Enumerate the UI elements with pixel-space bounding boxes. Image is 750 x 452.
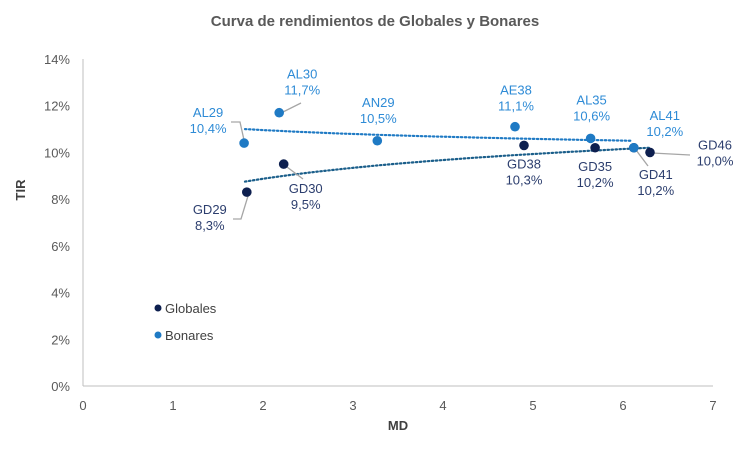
point-name-label: GD46 [698, 137, 732, 152]
leader-line [286, 166, 304, 180]
point-value-label: 10,5% [360, 111, 397, 126]
point-value-label: 11,1% [498, 99, 534, 114]
leader-line [651, 152, 691, 156]
x-tick-label: 3 [349, 398, 356, 413]
point-name-label: AN29 [362, 95, 395, 110]
y-tick-label: 8% [51, 192, 70, 207]
point-value-label: 10,2% [646, 124, 683, 139]
point-value-label: 9,5% [291, 197, 321, 212]
point-value-label: 10,3% [506, 172, 543, 187]
y-tick-label: 10% [44, 145, 70, 160]
legend-label-bonares: Bonares [165, 328, 214, 343]
y-tick-label: 0% [51, 379, 70, 394]
y-tick-label: 12% [44, 99, 70, 114]
point-name-label: GD38 [507, 156, 541, 171]
legend-marker-bonares [154, 331, 162, 339]
point-value-label: 10,2% [637, 183, 674, 198]
leader-line [233, 195, 249, 220]
x-tick-label: 0 [79, 398, 86, 413]
point-name-label: GD41 [639, 167, 673, 182]
point-name-label: GD35 [578, 159, 612, 174]
data-point-gd29 [242, 187, 252, 197]
x-tick-label: 5 [529, 398, 536, 413]
point-value-label: 10,4% [190, 121, 227, 136]
leader-line [282, 102, 302, 113]
x-tick-label: 1 [169, 398, 176, 413]
point-name-label: GD30 [289, 181, 323, 196]
point-name-label: AL29 [193, 105, 223, 120]
y-tick-label: 6% [51, 239, 70, 254]
leader-line [231, 121, 245, 141]
leader-line [635, 149, 649, 167]
point-value-label: 10,2% [577, 175, 614, 190]
data-point-an29 [372, 135, 383, 146]
point-name-label: GD29 [193, 202, 227, 217]
x-tick-label: 6 [619, 398, 626, 413]
legend-marker-globales [154, 304, 162, 312]
chart-title: Curva de rendimientos de Globales y Bona… [211, 13, 539, 30]
x-axis-title: MD [388, 418, 408, 433]
point-name-label: AL41 [650, 108, 680, 123]
data-point-al29 [239, 138, 249, 148]
point-value-label: 11,7% [284, 83, 320, 98]
point-name-label: AL35 [576, 92, 606, 107]
data-point-ae38 [510, 121, 520, 132]
point-name-label: AE38 [500, 83, 532, 98]
trendline-globales [243, 146, 652, 183]
point-value-label: 10,0% [697, 153, 734, 168]
data-point-al30 [274, 107, 285, 118]
point-value-label: 10,6% [573, 108, 610, 123]
data-point-al35 [585, 133, 596, 144]
x-tick-label: 4 [439, 398, 446, 413]
y-tick-label: 4% [51, 286, 70, 301]
data-point-gd30 [278, 159, 289, 169]
legend: Globales Bonares [154, 301, 217, 343]
y-tick-label: 14% [44, 52, 70, 67]
trendline-bonares [243, 128, 634, 142]
data-point-gd46 [645, 147, 655, 158]
y-tick-label: 2% [51, 332, 70, 347]
x-tick-label: 7 [709, 398, 716, 413]
y-axis-title: TIR [13, 179, 28, 201]
data-point-gd35 [590, 142, 600, 153]
point-name-label: AL30 [287, 67, 317, 82]
data-point-gd38 [519, 140, 529, 151]
data-point-al41 [629, 142, 639, 153]
legend-label-globales: Globales [165, 301, 217, 316]
x-tick-label: 2 [259, 398, 266, 413]
point-value-label: 8,3% [195, 218, 225, 233]
